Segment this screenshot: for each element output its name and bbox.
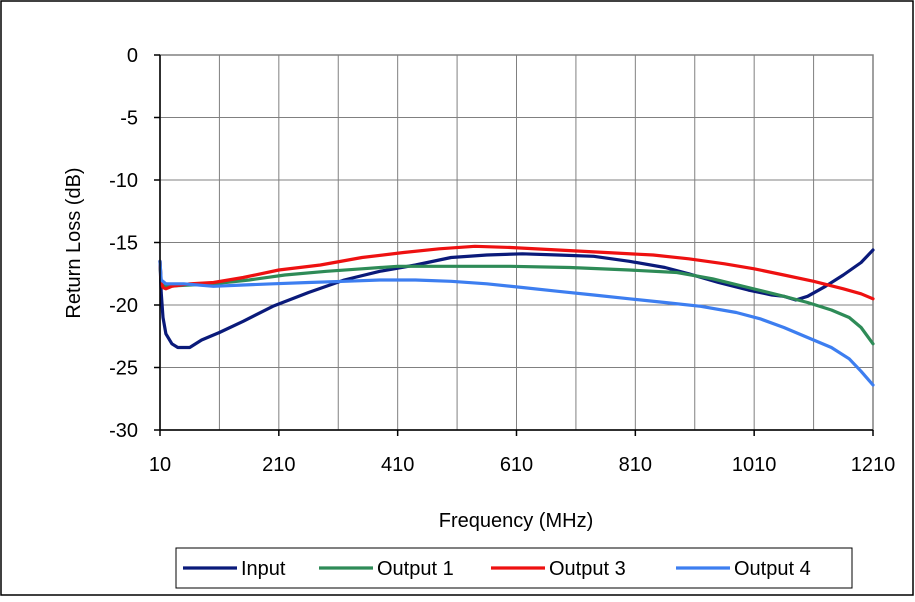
y-tick-label: -30	[109, 420, 138, 442]
x-tick-label: 210	[262, 454, 295, 476]
x-tick-label: 410	[381, 454, 414, 476]
series-line	[158, 244, 875, 301]
legend-items: Input Output 1 Output 3 Output 4	[183, 558, 811, 580]
y-tick-label: -15	[109, 233, 138, 255]
grid-lines	[159, 54, 874, 431]
x-tick-label: 1210	[851, 454, 896, 476]
series-line	[158, 259, 875, 387]
y-tick-label: -5	[120, 108, 138, 130]
y-axis-title: Return Loss (dB)	[63, 167, 85, 318]
y-tick-label: 0	[127, 45, 138, 67]
x-tick-label: 10	[149, 454, 171, 476]
y-tick-label: -10	[109, 170, 138, 192]
y-tick-labels: 0 -5 -10 -15 -20 -25 -30	[109, 45, 138, 442]
x-tick-label: 810	[619, 454, 652, 476]
legend-label: Output 3	[549, 558, 626, 580]
x-tick-label: 610	[500, 454, 533, 476]
legend-label: Output 1	[377, 558, 454, 580]
y-tick-label: -20	[109, 295, 138, 317]
axes	[154, 54, 874, 436]
x-tick-label: 1010	[732, 454, 777, 476]
x-axis-title: Frequency (MHz)	[439, 510, 593, 532]
legend: Input Output 1 Output 3 Output 4	[175, 547, 853, 589]
legend-label: Input	[241, 558, 286, 580]
x-tick-labels: 10 210 410 610 810 1010 1210	[149, 454, 895, 476]
legend-label: Output 4	[734, 558, 811, 580]
series-layer	[158, 244, 875, 387]
y-tick-label: -25	[109, 358, 138, 380]
